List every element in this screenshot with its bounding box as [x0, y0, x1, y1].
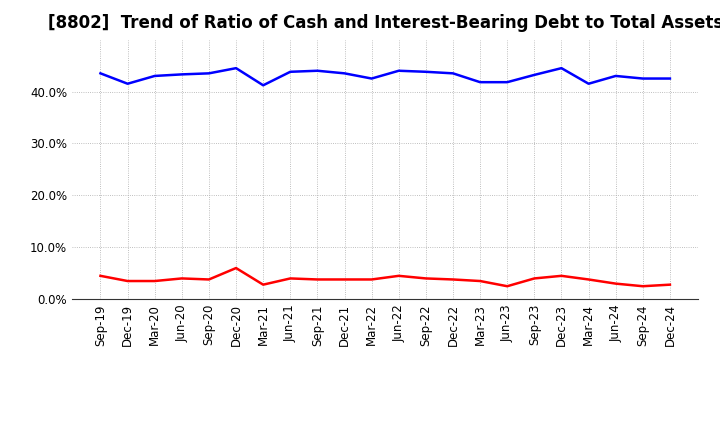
Cash: [204, 277, 213, 282]
Cash: [178, 276, 186, 281]
Interest-Bearing Debt: [341, 71, 349, 76]
Interest-Bearing Debt: [286, 69, 294, 74]
Interest-Bearing Debt: [96, 71, 105, 76]
Cash: [639, 284, 647, 289]
Cash: [96, 273, 105, 279]
Cash: [232, 265, 240, 271]
Line: Interest-Bearing Debt: Interest-Bearing Debt: [101, 68, 670, 85]
Cash: [665, 282, 674, 287]
Cash: [259, 282, 268, 287]
Cash: [476, 279, 485, 284]
Cash: [584, 277, 593, 282]
Interest-Bearing Debt: [178, 72, 186, 77]
Cash: [503, 284, 511, 289]
Cash: [367, 277, 376, 282]
Interest-Bearing Debt: [150, 73, 159, 79]
Interest-Bearing Debt: [313, 68, 322, 73]
Cash: [395, 273, 403, 279]
Title: [8802]  Trend of Ratio of Cash and Interest-Bearing Debt to Total Assets: [8802] Trend of Ratio of Cash and Intere…: [48, 15, 720, 33]
Interest-Bearing Debt: [421, 69, 430, 74]
Interest-Bearing Debt: [449, 71, 457, 76]
Interest-Bearing Debt: [259, 83, 268, 88]
Cash: [341, 277, 349, 282]
Cash: [530, 276, 539, 281]
Interest-Bearing Debt: [367, 76, 376, 81]
Interest-Bearing Debt: [395, 68, 403, 73]
Cash: [150, 279, 159, 284]
Interest-Bearing Debt: [204, 71, 213, 76]
Interest-Bearing Debt: [476, 80, 485, 85]
Interest-Bearing Debt: [123, 81, 132, 86]
Cash: [611, 281, 620, 286]
Interest-Bearing Debt: [611, 73, 620, 79]
Cash: [421, 276, 430, 281]
Cash: [123, 279, 132, 284]
Interest-Bearing Debt: [530, 72, 539, 77]
Interest-Bearing Debt: [665, 76, 674, 81]
Interest-Bearing Debt: [503, 80, 511, 85]
Cash: [286, 276, 294, 281]
Interest-Bearing Debt: [584, 81, 593, 86]
Cash: [313, 277, 322, 282]
Cash: [449, 277, 457, 282]
Interest-Bearing Debt: [557, 66, 566, 71]
Cash: [557, 273, 566, 279]
Line: Cash: Cash: [101, 268, 670, 286]
Interest-Bearing Debt: [639, 76, 647, 81]
Interest-Bearing Debt: [232, 66, 240, 71]
